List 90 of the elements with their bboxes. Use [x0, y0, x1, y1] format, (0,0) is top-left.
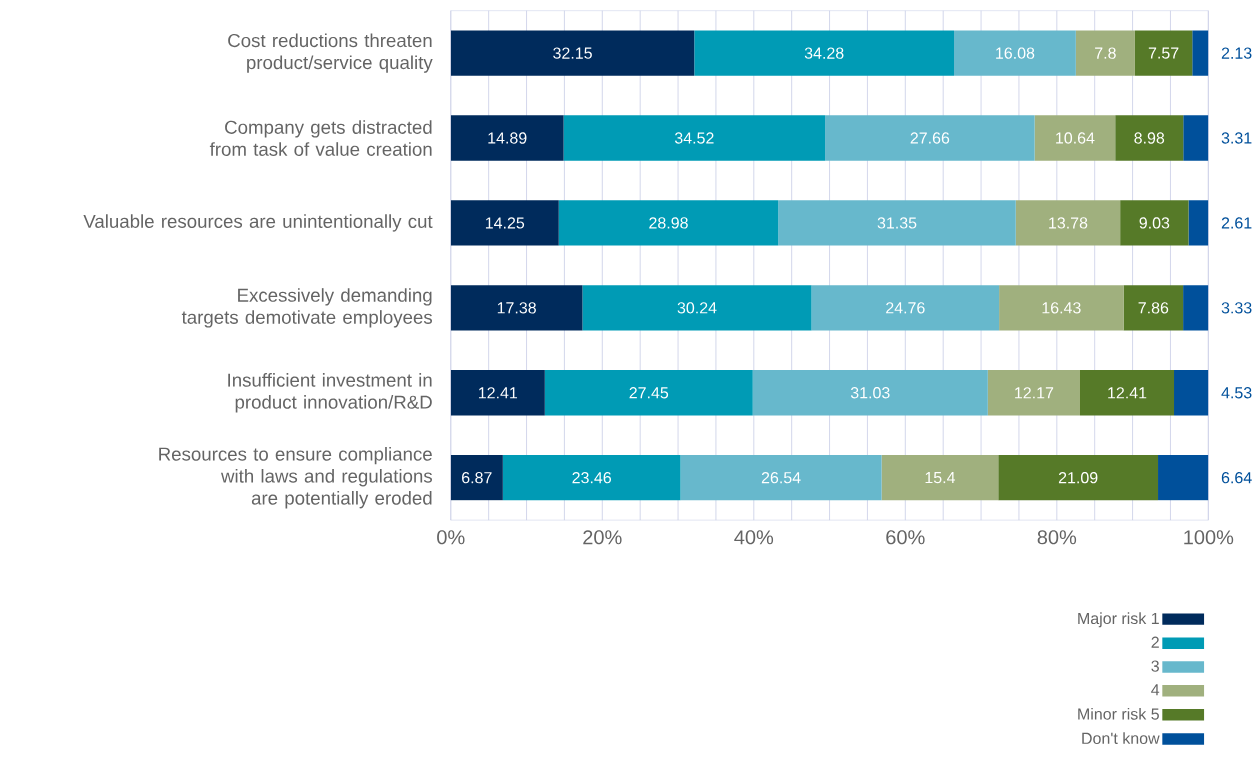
bar [1192, 30, 1209, 77]
bar [954, 30, 1076, 77]
bar [1123, 285, 1184, 331]
data-label: 34.52 [674, 132, 714, 144]
data-label: 21.09 [1058, 472, 1098, 484]
data-label: 31.03 [850, 387, 890, 399]
bar [811, 285, 1000, 331]
bar [450, 30, 695, 77]
bar [1015, 200, 1121, 246]
data-label: 27.66 [910, 132, 950, 144]
legend-label: 2 [1151, 636, 1159, 649]
bar [450, 200, 559, 246]
data-label: 8.98 [1134, 132, 1165, 144]
bar [1183, 115, 1209, 161]
bar [1034, 115, 1116, 161]
data-label: 2.61 [1221, 217, 1252, 229]
bar [1183, 285, 1209, 331]
bar [694, 30, 955, 77]
legend-label: 3 [1151, 660, 1159, 673]
y-tick-label: Company gets distracted from task of value creation [209, 120, 432, 157]
legend-label: Don't know [1082, 732, 1160, 745]
legend-label: Minor risk 5 [1078, 708, 1159, 720]
data-label: 9.03 [1139, 217, 1170, 229]
data-label: 3.31 [1221, 132, 1252, 144]
y-tick-label: Cost reductions threaten product/service quality [228, 33, 433, 74]
y-tick-label: Insufficient investment in product innovation/R&D [228, 373, 432, 413]
data-label: 26.54 [761, 472, 801, 484]
data-label: 7.8 [1095, 47, 1116, 60]
data-label: 17.38 [497, 302, 536, 314]
x-tick-label: 60% [886, 530, 925, 545]
bar [987, 370, 1080, 416]
data-label: 12.17 [1015, 387, 1054, 399]
bar [563, 115, 826, 161]
data-label: 28.98 [649, 217, 688, 229]
legend-label: Major risk 1 [1078, 612, 1159, 628]
data-label: 14.89 [488, 132, 527, 144]
data-label: 4.53 [1221, 387, 1252, 399]
data-label: 14.25 [485, 217, 525, 229]
data-label: 7.57 [1148, 47, 1179, 59]
data-label: 24.76 [886, 302, 925, 314]
data-label: 30.24 [677, 302, 717, 314]
bar [582, 285, 812, 331]
data-label: 13.78 [1049, 217, 1088, 229]
bar [998, 455, 1159, 501]
bar [881, 455, 999, 501]
bar [450, 115, 564, 161]
data-label: 23.46 [572, 472, 612, 484]
data-label: 6.64 [1221, 472, 1252, 484]
data-label: 3.33 [1221, 302, 1252, 314]
y-tick-label: Valuable resources are unintentionally cut [83, 214, 433, 232]
x-tick-label: 0% [437, 530, 465, 545]
data-label: 12.41 [478, 387, 518, 399]
bar [778, 200, 1016, 246]
data-label: 7.86 [1138, 302, 1169, 314]
x-tick-label: 80% [1037, 530, 1077, 545]
data-label: 34.28 [804, 47, 844, 60]
bar [1080, 370, 1175, 416]
bar [1075, 30, 1135, 77]
data-label: 32.15 [553, 47, 592, 60]
legend-label: 4 [1151, 684, 1160, 696]
data-label: 31.35 [877, 217, 917, 229]
data-label: 27.45 [629, 387, 669, 399]
data-label: 2.13 [1221, 47, 1252, 60]
bar [450, 285, 583, 331]
bar [1120, 200, 1189, 246]
bar [450, 370, 545, 416]
bar [1188, 200, 1209, 246]
bar [450, 455, 503, 501]
bar [502, 455, 681, 501]
bar [825, 115, 1035, 161]
bar [680, 455, 882, 501]
data-label: 6.87 [462, 472, 492, 484]
bar [752, 370, 988, 416]
data-label: 15.4 [925, 472, 956, 484]
x-tick-label: 20% [583, 530, 622, 545]
y-tick-label: Resources to ensure compliance with laws and regulations are potentially eroded [159, 447, 432, 509]
bar [999, 285, 1124, 331]
bar [544, 370, 753, 416]
x-tick-label: 40% [734, 530, 774, 545]
bar [1134, 30, 1193, 77]
bar [558, 200, 779, 246]
data-label: 16.08 [996, 47, 1035, 60]
y-tick-label: Excessively demanding targets demotivate employees [181, 288, 433, 328]
x-tick-label: 100% [1184, 530, 1234, 545]
bar [1115, 115, 1184, 161]
bar [1174, 370, 1209, 416]
data-label: 10.64 [1056, 132, 1095, 144]
bar [1158, 455, 1209, 501]
data-label: 16.43 [1042, 302, 1081, 314]
data-label: 12.41 [1108, 387, 1147, 399]
